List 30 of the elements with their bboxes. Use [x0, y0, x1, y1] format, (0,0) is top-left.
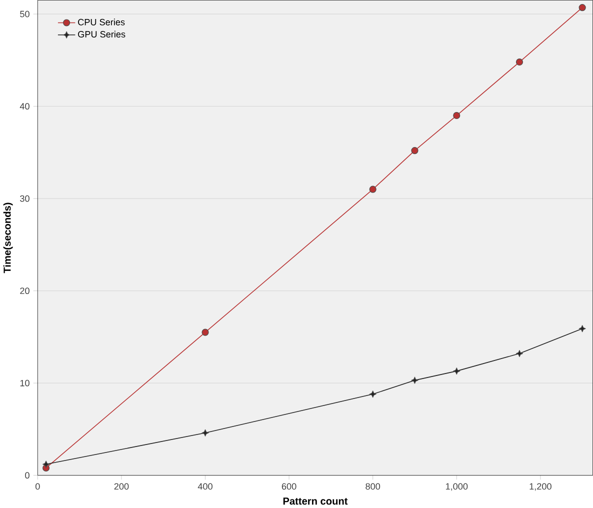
y-axis-title: Time(seconds) — [3, 202, 13, 274]
point — [202, 328, 209, 336]
point — [369, 390, 376, 398]
y-tick-label: 0 — [25, 472, 30, 479]
legend-label: CPU Series — [78, 18, 125, 26]
point — [453, 112, 460, 120]
x-tick-label: 400 — [198, 483, 212, 490]
point — [516, 350, 524, 358]
y-tick-label: 40 — [20, 103, 30, 110]
x-tick-label: 600 — [282, 483, 296, 490]
x-tick-label: 0 — [35, 483, 40, 490]
point — [453, 368, 460, 375]
point — [578, 325, 586, 332]
y-tick-label: 30 — [20, 195, 30, 202]
x-axis-title: Pattern count — [283, 498, 348, 505]
x-tick-label: 1,200 — [530, 483, 552, 491]
point — [411, 147, 418, 154]
point — [42, 460, 50, 468]
y-tick-label: 20 — [20, 288, 30, 294]
y-tick-label: 50 — [20, 10, 30, 18]
point — [369, 186, 376, 193]
y-tick-label: 10 — [20, 380, 30, 386]
point — [516, 58, 524, 66]
legend-label: GPU Series — [78, 30, 126, 38]
point — [578, 4, 586, 12]
x-tick-label: 1,000 — [446, 483, 468, 491]
point — [202, 429, 209, 436]
x-tick-label: 800 — [366, 483, 380, 490]
x-tick-label: 200 — [114, 483, 129, 490]
point — [411, 376, 418, 384]
